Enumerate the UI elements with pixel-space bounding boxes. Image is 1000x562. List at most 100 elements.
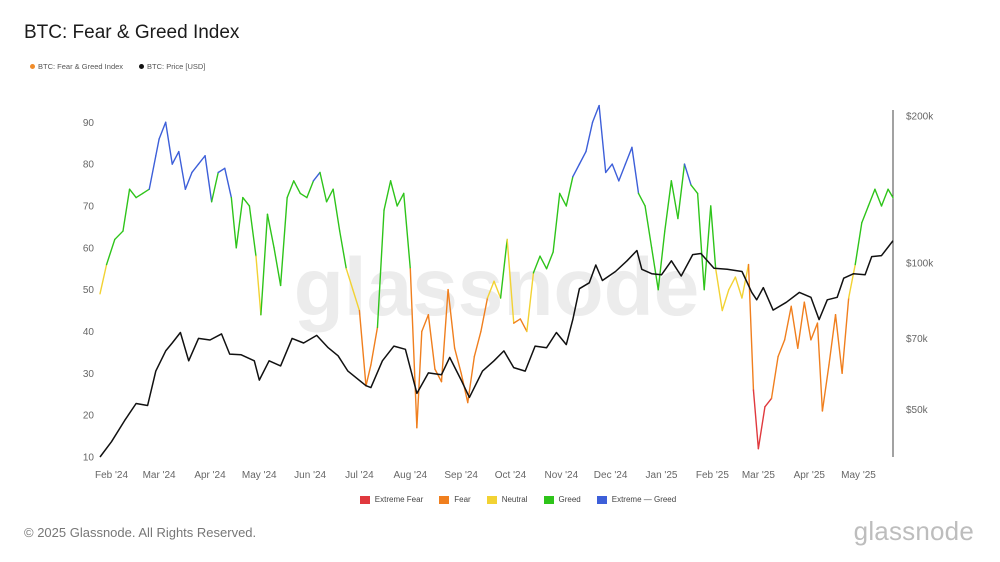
y2-tick-label-1: $70k: [906, 334, 929, 345]
series-legend: BTC: Fear & Greed Index BTC: Price [USD]: [30, 62, 205, 71]
fear-greed-segment: [248, 205, 257, 257]
fear-greed-segment: [383, 180, 392, 211]
fear-greed-segment: [370, 326, 379, 366]
x-tick-label-1: Mar '24: [143, 470, 176, 481]
fear-greed-segment: [255, 255, 262, 316]
zone-legend-extreme-greed[interactable]: Extreme — Greed: [596, 495, 676, 504]
swatch-greed: [543, 495, 554, 504]
fear-greed-segment: [128, 188, 137, 199]
fear-greed-segment: [552, 192, 561, 253]
fear-greed-segment: [358, 309, 367, 387]
legend-item-fear-greed[interactable]: BTC: Fear & Greed Index: [30, 62, 123, 71]
fear-greed-segment: [155, 138, 160, 157]
x-tick-label-4: Jun '24: [294, 470, 326, 481]
x-tick-label-9: Nov '24: [545, 470, 579, 481]
price-line: [99, 240, 894, 458]
y-tick-label-30: 30: [83, 369, 95, 380]
fear-greed-segment: [677, 163, 686, 220]
fear-greed-segment: [683, 163, 692, 186]
fear-greed-segment: [821, 364, 830, 412]
fear-greed-segment: [777, 339, 786, 358]
x-tick-label-12: Feb '25: [696, 470, 729, 481]
x-tick-label-2: Apr '24: [194, 470, 226, 481]
fear-greed-segment: [339, 230, 347, 270]
fear-greed-segment: [559, 192, 567, 207]
copyright-text: © 2025 Glassnode. All Rights Reserved.: [24, 525, 257, 540]
fear-greed-segment: [235, 196, 244, 249]
fear-greed-segment: [499, 238, 508, 299]
swatch-neutral: [486, 495, 497, 504]
zone-legend-extreme-fear[interactable]: Extreme Fear: [359, 495, 424, 504]
fear-greed-segment: [453, 347, 462, 375]
fear-greed-segment: [279, 196, 288, 287]
brand-logo: glassnode: [853, 516, 974, 546]
fear-greed-segment: [631, 146, 640, 195]
fear-greed-segment: [416, 330, 423, 429]
fear-greed-segment: [803, 301, 812, 341]
zone-legend-greed[interactable]: Greed: [543, 495, 581, 504]
fear-greed-segment: [670, 180, 679, 220]
zone-label-extreme-fear: Extreme Fear: [374, 495, 424, 504]
fear-greed-segment: [714, 268, 723, 312]
y-tick-label-80: 80: [83, 160, 95, 171]
fear-greed-segment: [644, 205, 653, 249]
fear-greed-segment: [770, 355, 779, 400]
fear-greed-segment: [783, 305, 792, 341]
chart-title: BTC: Fear & Greed Index: [24, 22, 240, 43]
fear-greed-segment: [171, 150, 180, 165]
fear-greed-segment: [696, 192, 705, 291]
fear-greed-segment: [624, 146, 633, 165]
fear-greed-segment: [312, 171, 321, 182]
zone-legend-fear[interactable]: Fear: [439, 495, 471, 504]
fear-greed-segment: [332, 188, 341, 232]
fear-greed-segment: [841, 297, 850, 375]
fear-greed-segment: [880, 188, 889, 207]
fear-greed-segment: [721, 288, 730, 312]
fear-greed-segment: [703, 205, 712, 291]
fear-greed-segment: [184, 171, 193, 190]
fear-greed-segment: [141, 188, 150, 195]
zone-legend-neutral[interactable]: Neutral: [486, 495, 528, 504]
fear-greed-segment: [135, 192, 144, 199]
fear-greed-segment: [293, 180, 302, 195]
y2-tick-label-2: $100k: [906, 258, 934, 269]
fear-greed-segment: [752, 389, 760, 450]
fear-greed-segment: [578, 150, 587, 165]
legend-dot-fear-greed: [30, 64, 35, 69]
fear-greed-segment: [242, 196, 251, 207]
fear-greed-segment: [191, 163, 200, 174]
y2-tick-label-0: $50k: [906, 405, 929, 416]
fear-greed-segment: [427, 314, 436, 370]
fear-greed-segment: [409, 268, 418, 429]
fear-greed-segment: [591, 104, 600, 123]
fear-greed-segment: [325, 188, 334, 203]
fear-greed-segment: [710, 205, 717, 270]
fear-greed-segment: [637, 192, 646, 207]
y-tick-label-50: 50: [83, 285, 95, 296]
fear-greed-segment: [178, 150, 187, 190]
fear-greed-segment: [473, 330, 482, 358]
fear-greed-segment: [854, 221, 863, 266]
y-tick-label-60: 60: [83, 243, 95, 254]
fear-greed-segment: [260, 213, 269, 316]
zone-label-neutral: Neutral: [501, 495, 528, 504]
x-tick-label-3: May '24: [242, 470, 277, 481]
x-tick-label-11: Jan '25: [646, 470, 678, 481]
zone-label-greed: Greed: [558, 495, 581, 504]
fear-greed-segment: [122, 188, 131, 232]
fear-greed-segment: [506, 238, 515, 324]
fear-greed-segment: [230, 196, 237, 249]
x-tick-label-6: Aug '24: [393, 470, 427, 481]
fear-greed-segment: [273, 247, 282, 287]
fear-greed-segment: [618, 163, 627, 182]
legend-item-price[interactable]: BTC: Price [USD]: [139, 62, 205, 71]
fear-greed-segment: [99, 263, 108, 295]
fear-greed-segment: [790, 305, 799, 349]
fear-greed-segment: [365, 364, 372, 387]
fear-greed-segment: [741, 263, 750, 299]
x-tick-label-14: Apr '25: [794, 470, 826, 481]
fear-greed-segment: [747, 263, 755, 391]
zone-legend: Extreme Fear Fear Neutral Greed Extreme …: [0, 495, 1000, 504]
fear-greed-segment: [440, 288, 449, 383]
y-tick-label-10: 10: [83, 453, 95, 464]
